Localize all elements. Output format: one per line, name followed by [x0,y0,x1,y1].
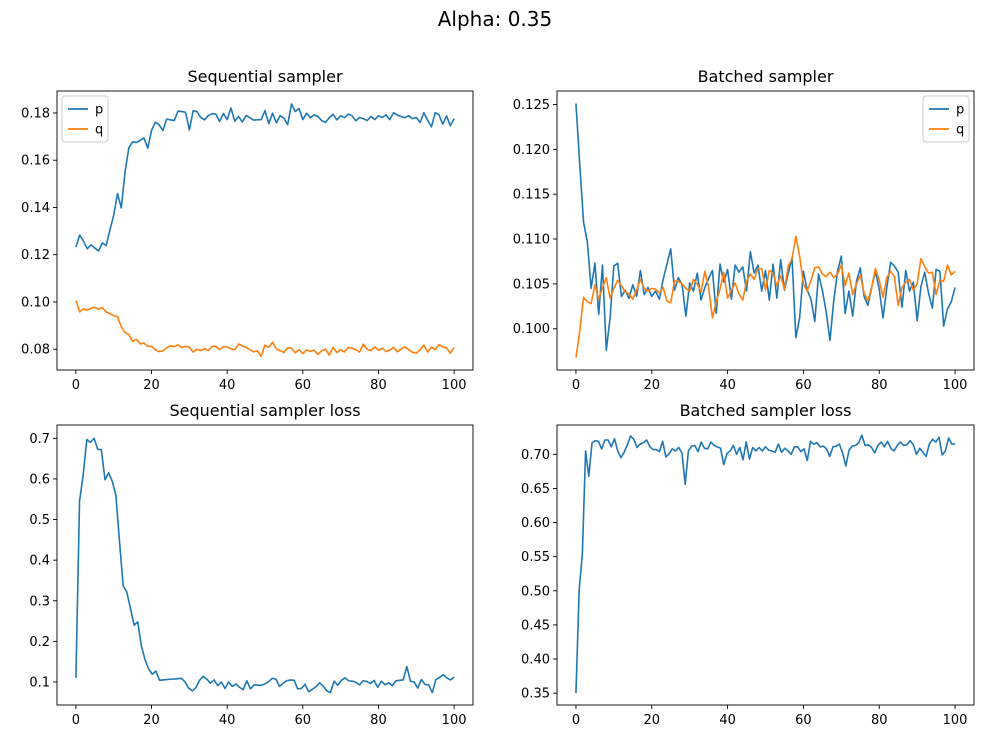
x-tick-label: 20 [143,378,160,393]
y-tick-label: 0.120 [513,143,550,158]
x-tick-label: 80 [871,713,888,728]
legend: pq [922,95,970,143]
y-tick-label: 0.14 [21,201,50,216]
series-line-q [575,235,956,358]
x-tick-label: 40 [219,713,236,728]
x-tick-label: 20 [143,713,160,728]
axes-sequential: Sequential sampler 0 20 40 60 80 100 0.08 0.10 0.… [21,67,474,393]
x-tick-label: 40 [219,378,236,393]
y-tick-label: 0.4 [29,554,50,569]
axes-title: Sequential sampler [187,67,343,86]
axes-title: Batched sampler loss [680,401,852,420]
legend-label-p: p [956,103,964,118]
series-line-p [575,103,956,352]
y-tick-label: 0.2 [29,635,50,650]
y-tick-label: 0.3 [29,594,50,609]
axes-frame [56,90,474,371]
axes-sequential-loss: Sequential sampler loss 0 20 40 60 80 100 0.1 0.… [29,401,474,728]
legend-label-q: q [95,123,103,138]
y-tick-label: 0.45 [521,618,550,633]
y-tick-label: 0.125 [513,98,550,113]
series-line-p [75,103,455,252]
x-tick-label: 80 [871,378,888,393]
y-tick-label: 0.105 [513,277,550,292]
legend-box [922,95,970,143]
y-tick-label: 0.10 [21,295,50,310]
axes-frame [556,424,975,706]
y-tick-label: 0.08 [21,343,50,358]
x-tick-label: 100 [442,713,467,728]
x-tick-label: 0 [72,713,80,728]
y-tick-label: 0.115 [513,188,550,203]
x-tick-label: 0 [572,378,580,393]
axes-frame [556,90,975,371]
x-tick-label: 60 [795,713,812,728]
x-tick-label: 100 [943,378,968,393]
x-tick-label: 100 [943,713,968,728]
y-tick-label: 0.35 [521,687,550,702]
y-tick-label: 0.110 [513,233,550,248]
x-tick-label: 80 [370,378,387,393]
x-tick-label: 20 [643,378,660,393]
figure-title: Alpha: 0.35 [438,7,553,31]
axes-batched: Batched sampler 0 20 40 60 80 100 0.100 0.105 0.1… [513,67,975,393]
legend-box [61,95,109,143]
axes-batched-loss: Batched sampler loss 0 20 40 60 80 100 0.35 0.40… [521,401,975,728]
y-tick-label: 0.50 [521,584,550,599]
y-tick-label: 0.5 [29,513,50,528]
x-tick-label: 60 [795,378,812,393]
series-line [575,434,956,694]
y-tick-label: 0.18 [21,106,50,121]
x-tick-label: 60 [295,378,312,393]
x-tick-label: 40 [719,713,736,728]
x-tick-label: 20 [643,713,660,728]
x-tick-label: 100 [442,378,467,393]
series-line-q [75,300,455,358]
legend-label-q: q [956,123,964,138]
axes-frame [56,424,474,706]
series-line [75,437,455,694]
y-tick-label: 0.65 [521,482,550,497]
y-tick-label: 0.55 [521,550,550,565]
y-tick-label: 0.6 [29,472,50,487]
y-tick-label: 0.40 [521,653,550,668]
x-tick-label: 40 [719,378,736,393]
legend: pq [61,95,109,143]
x-tick-label: 60 [295,713,312,728]
y-tick-label: 0.60 [521,516,550,531]
axes-title: Sequential sampler loss [169,401,360,420]
axes-title: Batched sampler [698,67,834,86]
y-tick-label: 0.12 [21,248,50,263]
y-tick-label: 0.1 [29,675,50,690]
x-tick-label: 0 [72,378,80,393]
y-tick-label: 0.7 [29,432,50,447]
x-tick-label: 0 [572,713,580,728]
legend-label-p: p [95,103,103,118]
x-tick-label: 80 [370,713,387,728]
y-tick-label: 0.100 [513,322,550,337]
y-tick-label: 0.16 [21,154,50,169]
y-tick-label: 0.70 [521,448,550,463]
